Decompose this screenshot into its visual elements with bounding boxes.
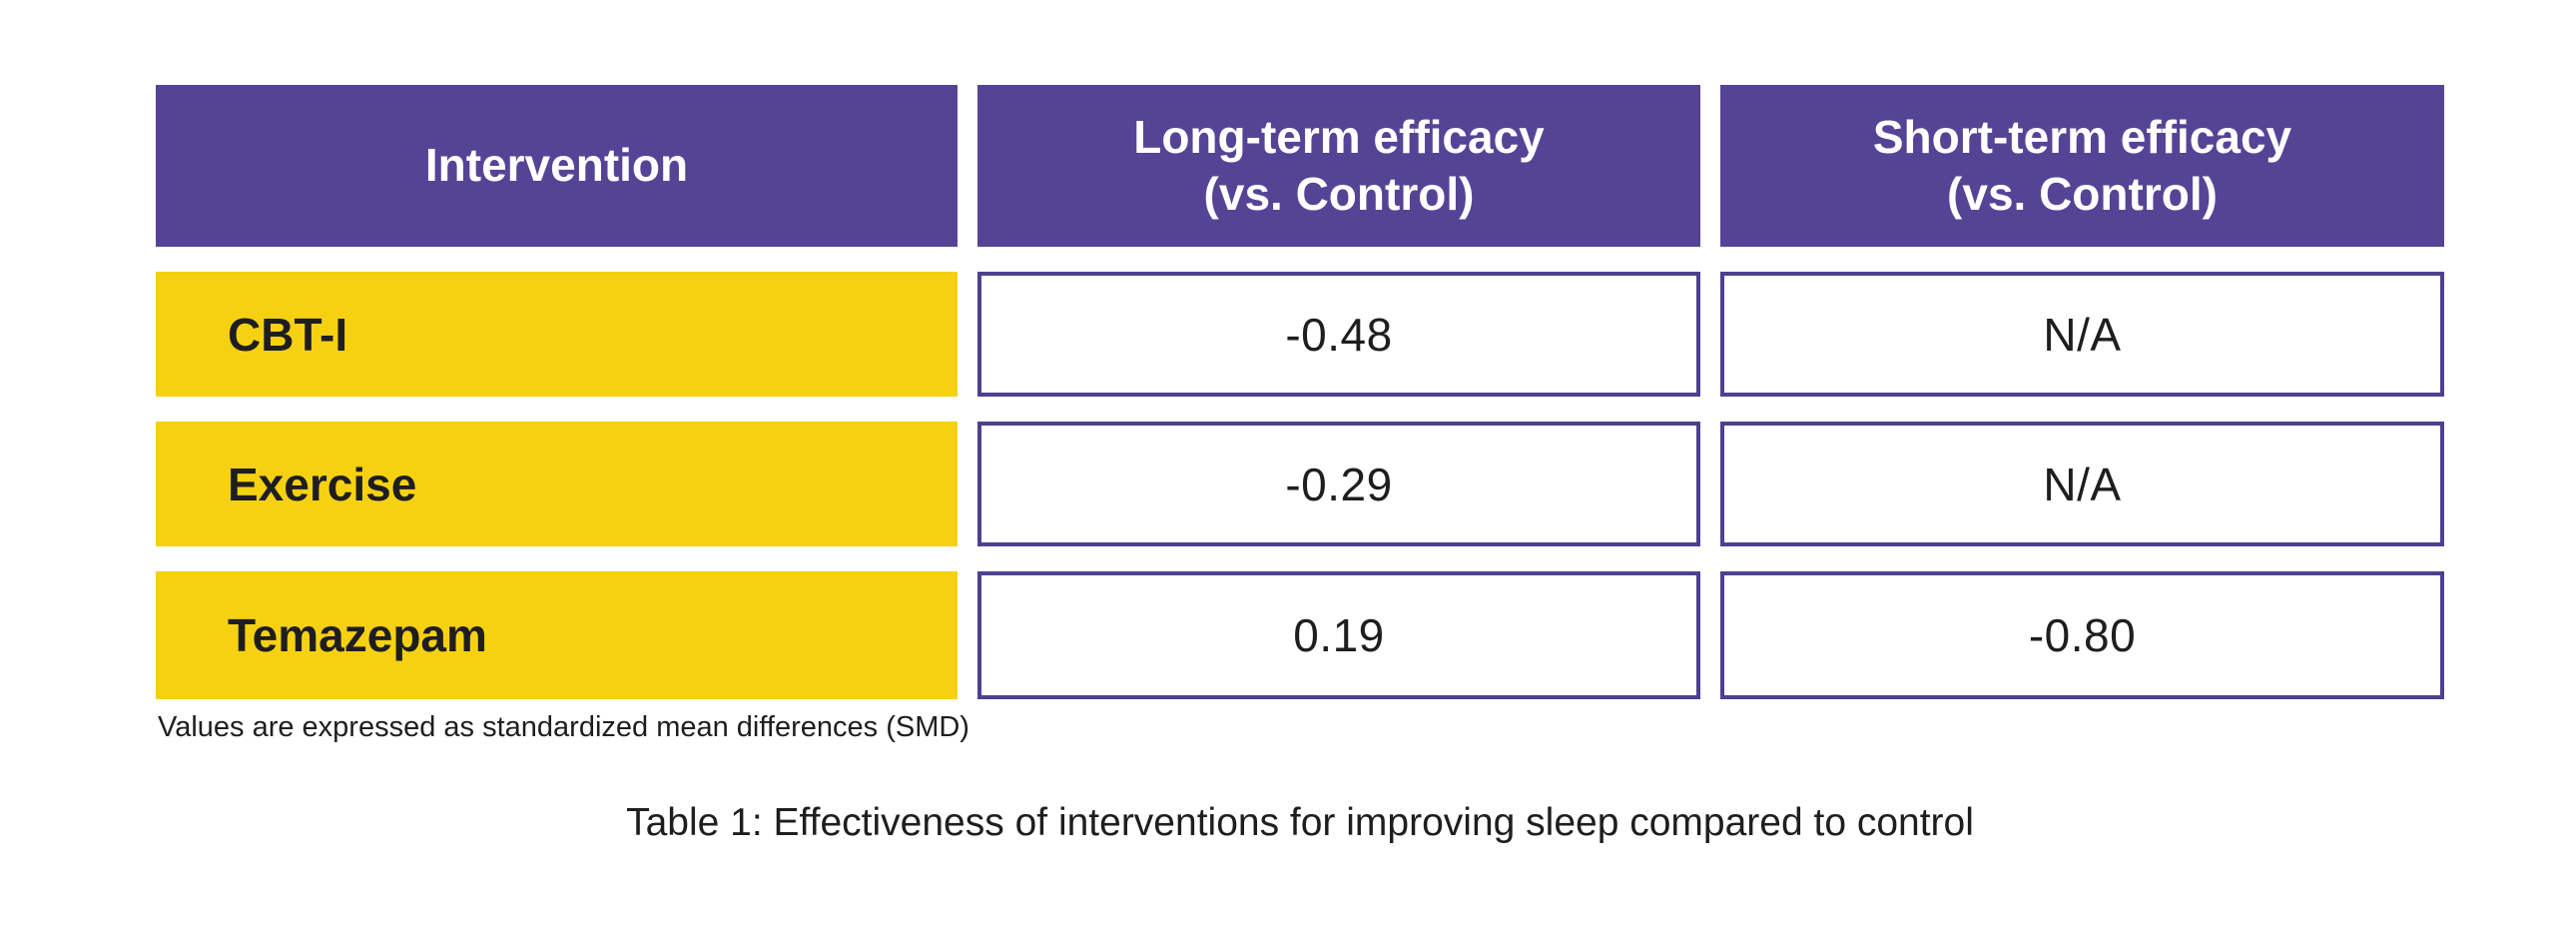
interventions-table: Intervention Long-term efficacy (vs. Con… (156, 85, 2444, 699)
row-label-temazepam: Temazepam (156, 571, 958, 699)
value-cell-exercise-long-term: -0.29 (977, 422, 1700, 546)
header-cell-intervention: Intervention (156, 85, 958, 247)
row-label-cbt-i: CBT-I (156, 272, 958, 397)
value-cell-exercise-short-term: N/A (1720, 422, 2444, 546)
value-cell-temazepam-short-term: -0.80 (1720, 571, 2444, 699)
header-cell-long-term-efficacy: Long-term efficacy (vs. Control) (977, 85, 1700, 247)
row-label-exercise: Exercise (156, 422, 958, 546)
value-cell-cbt-i-long-term: -0.48 (977, 272, 1700, 397)
value-cell-temazepam-long-term: 0.19 (977, 571, 1700, 699)
table-caption: Table 1: Effectiveness of interventions … (626, 801, 1974, 844)
table-footnote: Values are expressed as standardized mea… (158, 711, 969, 743)
header-cell-short-term-efficacy: Short-term efficacy (vs. Control) (1720, 85, 2444, 247)
value-cell-cbt-i-short-term: N/A (1720, 272, 2444, 397)
